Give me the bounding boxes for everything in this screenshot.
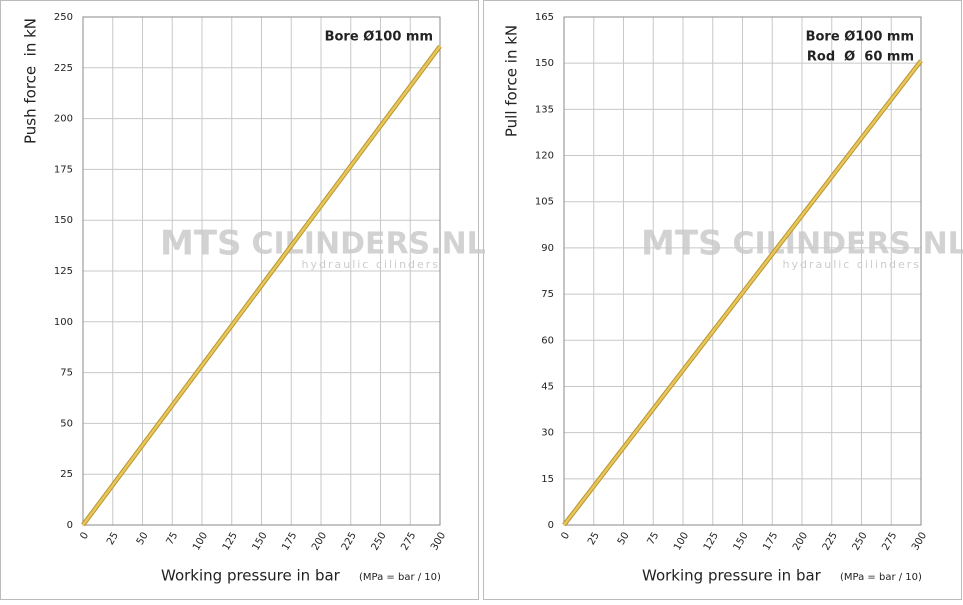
y-tick-label: 30 xyxy=(541,428,554,439)
y-tick-label: 175 xyxy=(54,164,73,175)
annotation: Bore Ø100 mm xyxy=(806,30,914,45)
y-axis-label: Push force in kN xyxy=(22,18,40,144)
panel xyxy=(484,1,962,600)
y-tick-label: 100 xyxy=(54,317,73,328)
y-tick-label: 125 xyxy=(54,266,73,277)
y-tick-label: 75 xyxy=(60,368,73,379)
y-tick-label: 15 xyxy=(541,474,554,485)
watermark: CILINDERS.NL xyxy=(733,227,963,262)
y-tick-label: 135 xyxy=(535,104,554,115)
y-tick-label: 50 xyxy=(60,418,73,429)
y-tick-label: 25 xyxy=(60,469,73,480)
y-axis-label: Pull force in kN xyxy=(503,25,521,137)
y-tick-label: 105 xyxy=(535,197,554,208)
y-tick-label: 200 xyxy=(54,114,73,125)
y-tick-label: 0 xyxy=(67,520,73,531)
x-axis-note: (MPa = bar / 10) xyxy=(840,572,922,583)
watermark: CILINDERS.NL xyxy=(252,227,486,262)
x-axis-label: Working pressure in bar xyxy=(642,567,822,585)
y-tick-label: 165 xyxy=(535,12,554,23)
y-tick-label: 90 xyxy=(541,243,554,254)
y-tick-label: 60 xyxy=(541,335,554,346)
watermark: hydraulic cilinders xyxy=(783,258,922,271)
annotation: Rod Ø 60 mm xyxy=(807,50,914,65)
y-tick-label: 45 xyxy=(541,381,554,392)
y-tick-label: 150 xyxy=(535,58,554,69)
watermark: hydraulic cilinders xyxy=(302,258,441,271)
x-axis-label: Working pressure in bar xyxy=(161,567,341,585)
y-tick-label: 0 xyxy=(548,520,554,531)
y-tick-label: 225 xyxy=(54,63,73,74)
y-tick-label: 120 xyxy=(535,151,554,162)
annotation: Bore Ø100 mm xyxy=(325,30,433,45)
y-tick-label: 150 xyxy=(54,215,73,226)
y-tick-label: 250 xyxy=(54,12,73,23)
x-axis-note: (MPa = bar / 10) xyxy=(359,572,441,583)
y-tick-label: 75 xyxy=(541,289,554,300)
